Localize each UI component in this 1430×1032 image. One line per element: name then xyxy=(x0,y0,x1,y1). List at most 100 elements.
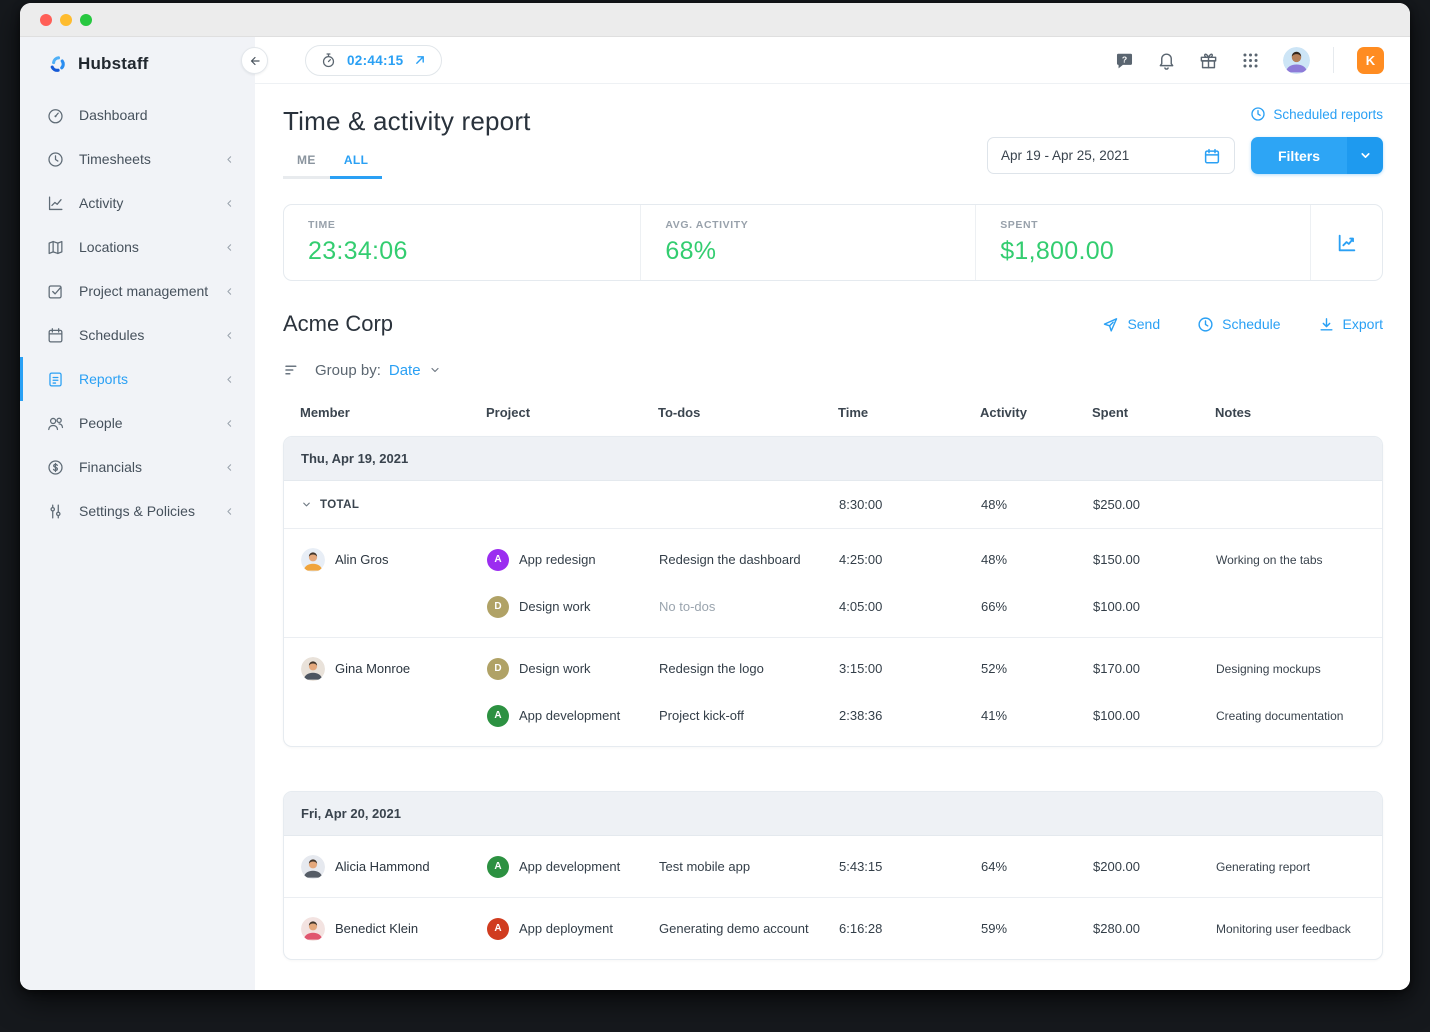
gift-icon[interactable] xyxy=(1199,51,1218,70)
project-name: App development xyxy=(519,859,621,874)
dashboard-icon xyxy=(46,106,65,125)
project-cell: A App deployment xyxy=(487,917,659,940)
collapse-chevron-icon[interactable] xyxy=(301,499,312,510)
project-management-icon xyxy=(46,282,65,301)
project-badge-icon: A xyxy=(487,917,509,940)
date-group-card: Fri, Apr 20, 2021 Alicia Hammond A App d… xyxy=(283,791,1383,960)
total-spent: $250.00 xyxy=(1093,497,1140,512)
chevron-left-icon xyxy=(224,374,235,385)
activity-cell: 52% xyxy=(981,661,1008,676)
page-header: Time & activity report ME ALL Scheduled … xyxy=(283,106,1383,179)
sidebar-item-settings-policies[interactable]: Settings & Policies xyxy=(20,489,255,533)
spent-cell: $100.00 xyxy=(1093,708,1140,723)
activity-cell: 66% xyxy=(981,599,1008,614)
filters-dropdown-button[interactable] xyxy=(1347,137,1383,174)
timesheets-icon xyxy=(46,150,65,169)
report-entry-row: Gina Monroe D Design work Redesign the l… xyxy=(284,645,1382,692)
sidebar-item-timesheets[interactable]: Timesheets xyxy=(20,137,255,181)
clock-icon xyxy=(1250,106,1266,122)
tab-me[interactable]: ME xyxy=(283,153,330,179)
date-group-header: Fri, Apr 20, 2021 xyxy=(284,792,1382,836)
sort-lines-icon[interactable] xyxy=(283,361,301,379)
minimize-window-button[interactable] xyxy=(60,13,72,26)
date-group-header: Thu, Apr 19, 2021 xyxy=(284,437,1382,481)
bell-icon[interactable] xyxy=(1157,51,1176,70)
total-label: TOTAL xyxy=(320,498,360,511)
organization-badge[interactable]: K xyxy=(1357,46,1384,74)
timer-widget[interactable]: 02:44:15 xyxy=(305,44,443,76)
member-avatar xyxy=(301,854,325,879)
note-cell: Monitoring user feedback xyxy=(1216,921,1351,936)
date-range-value: Apr 19 - Apr 25, 2021 xyxy=(1000,148,1130,163)
chevron-left-icon xyxy=(224,506,235,517)
send-icon xyxy=(1102,316,1119,333)
report-entry-row: D Design work No to-dos 4:05:00 66% $100… xyxy=(284,583,1382,630)
todo-cell: Project kick-off xyxy=(659,708,745,723)
stat-value: 23:34:06 xyxy=(308,237,408,265)
reports-icon xyxy=(46,370,65,389)
schedules-icon xyxy=(46,326,65,345)
todo-cell: Redesign the dashboard xyxy=(659,552,801,567)
filters-split-button: Filters xyxy=(1250,137,1383,174)
member-name[interactable]: Gina Monroe xyxy=(335,661,411,676)
project-name: App deployment xyxy=(519,921,613,936)
topbar: 02:44:15 ? xyxy=(241,37,1410,84)
project-cell: A App redesign xyxy=(487,548,659,571)
project-cell: A App development xyxy=(487,855,659,878)
date-range-picker[interactable]: Apr 19 - Apr 25, 2021 xyxy=(986,137,1235,174)
member-name[interactable]: Benedict Klein xyxy=(335,921,419,936)
apps-grid-icon[interactable] xyxy=(1241,51,1260,70)
activity-cell: 48% xyxy=(981,552,1008,567)
member-name[interactable]: Alin Gros xyxy=(335,552,389,567)
note-cell: Creating documentation xyxy=(1216,708,1344,723)
zoom-window-button[interactable] xyxy=(80,13,92,26)
member-block: Alin Gros A App redesign Redesign the da… xyxy=(284,529,1382,637)
sidebar: Hubstaff Dashboard Timesheets Activity L… xyxy=(20,37,255,990)
page-content: Time & activity report ME ALL Scheduled … xyxy=(255,84,1410,990)
project-cell: A App development xyxy=(487,704,659,727)
tab-all[interactable]: ALL xyxy=(329,153,383,179)
help-icon[interactable]: ? xyxy=(1115,51,1134,70)
organization-name: Acme Corp xyxy=(283,311,394,336)
groupby-select[interactable]: Date xyxy=(389,362,441,379)
note-cell: Designing mockups xyxy=(1216,661,1321,676)
arrow-up-right-icon[interactable] xyxy=(413,53,427,67)
sidebar-item-activity[interactable]: Activity xyxy=(20,181,255,225)
project-badge-icon: A xyxy=(487,548,509,571)
export-button[interactable]: Export xyxy=(1318,316,1383,333)
sidebar-item-dashboard[interactable]: Dashboard xyxy=(20,93,255,137)
sidebar-item-schedules[interactable]: Schedules xyxy=(20,313,255,357)
sidebar-item-project-management[interactable]: Project management xyxy=(20,269,255,313)
project-name: App redesign xyxy=(519,552,596,567)
sidebar-item-people[interactable]: People xyxy=(20,401,255,445)
project-badge-icon: D xyxy=(487,595,509,618)
time-cell: 3:15:00 xyxy=(839,661,883,676)
chart-view-button[interactable] xyxy=(1310,205,1382,280)
filters-button[interactable]: Filters xyxy=(1250,137,1347,174)
member-block: Alicia Hammond A App development Test mo… xyxy=(284,836,1382,897)
column-header-time: Time xyxy=(838,405,869,420)
schedule-button[interactable]: Schedule xyxy=(1197,316,1281,333)
member-avatar xyxy=(301,916,325,941)
total-activity: 48% xyxy=(981,497,1008,512)
back-button[interactable] xyxy=(241,47,268,74)
report-entry-row: Alicia Hammond A App development Test mo… xyxy=(284,843,1382,890)
close-window-button[interactable] xyxy=(40,13,52,26)
spent-cell: $200.00 xyxy=(1093,859,1140,874)
sidebar-item-locations[interactable]: Locations xyxy=(20,225,255,269)
scheduled-reports-link[interactable]: Scheduled reports xyxy=(1250,106,1383,122)
chevron-left-icon xyxy=(224,242,235,253)
app-body: Hubstaff Dashboard Timesheets Activity L… xyxy=(20,37,1410,990)
time-cell: 6:16:28 xyxy=(839,921,883,936)
column-header-notes: Notes xyxy=(1215,405,1252,420)
sidebar-item-financials[interactable]: Financials xyxy=(20,445,255,489)
activity-cell: 41% xyxy=(981,708,1008,723)
send-button[interactable]: Send xyxy=(1102,316,1160,333)
sidebar-item-reports[interactable]: Reports xyxy=(20,357,255,401)
member-name[interactable]: Alicia Hammond xyxy=(335,859,430,874)
report-entry-row: Alin Gros A App redesign Redesign the da… xyxy=(284,536,1382,583)
project-cell: D Design work xyxy=(487,595,659,618)
user-avatar[interactable] xyxy=(1283,46,1310,74)
stat-item: TIME 23:34:06 xyxy=(284,205,640,280)
note-cell: Generating report xyxy=(1216,859,1311,874)
